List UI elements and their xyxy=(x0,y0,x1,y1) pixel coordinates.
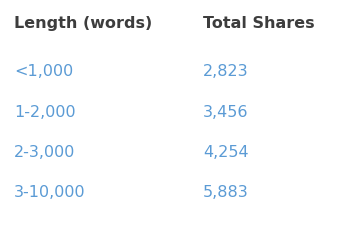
Text: 3,456: 3,456 xyxy=(203,104,248,119)
Text: 5,883: 5,883 xyxy=(203,184,249,199)
Text: 2-3,000: 2-3,000 xyxy=(14,144,75,159)
Text: Total Shares: Total Shares xyxy=(203,16,315,31)
Text: 4,254: 4,254 xyxy=(203,144,248,159)
Text: 1-2,000: 1-2,000 xyxy=(14,104,76,119)
Text: 2,823: 2,823 xyxy=(203,64,248,79)
Text: <1,000: <1,000 xyxy=(14,64,73,79)
Text: 3-10,000: 3-10,000 xyxy=(14,184,86,199)
Text: Length (words): Length (words) xyxy=(14,16,152,31)
